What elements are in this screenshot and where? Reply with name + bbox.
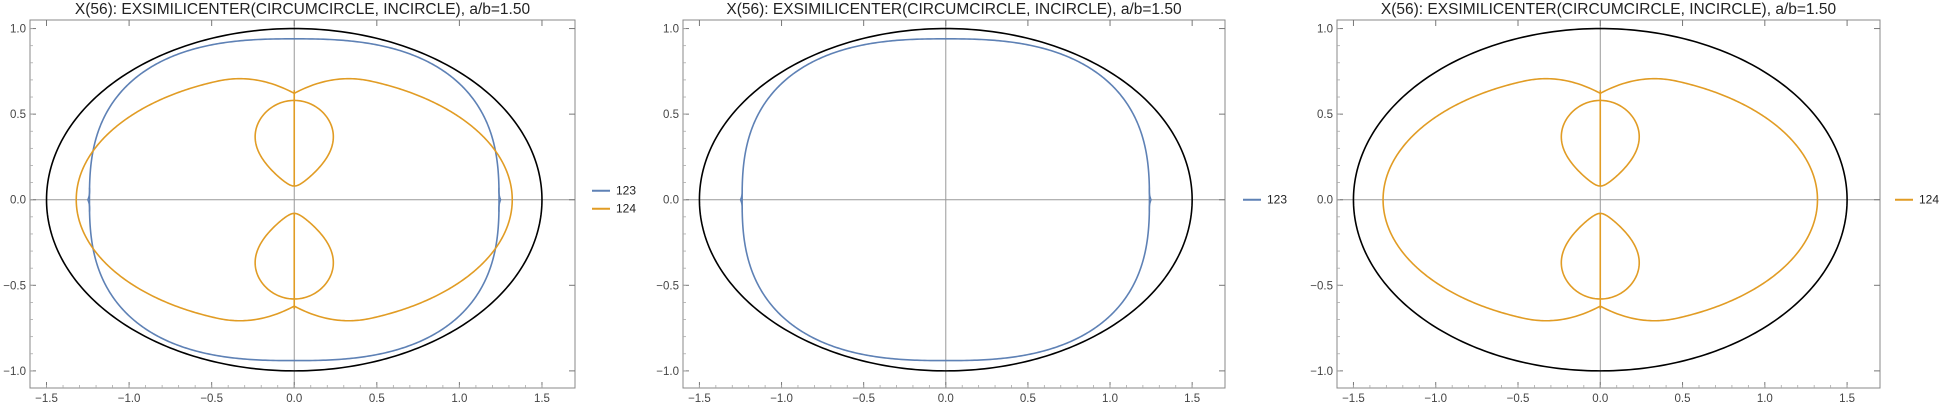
y-tick-label: 1.0 xyxy=(1317,24,1333,36)
x-tick-label: 1.0 xyxy=(1757,393,1773,405)
chart-title: X(56): EXSIMILICENTER(CIRCUMCIRCLE, INCI… xyxy=(1381,1,1837,18)
legend-label: 124 xyxy=(616,202,636,216)
legend-label: 123 xyxy=(1267,193,1287,207)
y-tick-label: 0.0 xyxy=(1317,195,1333,207)
series-lobe xyxy=(1560,212,1641,310)
x-tick-label: −1.0 xyxy=(1424,393,1447,405)
series-124 xyxy=(75,77,514,322)
x-tick-label: −0.5 xyxy=(200,393,223,405)
y-tick-label: 1.0 xyxy=(10,24,26,36)
x-tick-label: 0.5 xyxy=(1675,393,1691,405)
series-cusp xyxy=(87,187,91,212)
series-curve xyxy=(75,77,514,322)
y-tick-label: 0.5 xyxy=(1317,109,1333,121)
y-tick-label: −1.0 xyxy=(3,366,26,378)
series-cusp xyxy=(1148,187,1152,212)
series-124 xyxy=(1382,77,1819,322)
x-tick-label: 1.0 xyxy=(1102,393,1118,405)
y-tick-label: 0.0 xyxy=(663,195,679,207)
series-123 xyxy=(739,38,1152,362)
y-tick-label: −0.5 xyxy=(3,280,26,292)
y-tick-label: 0.5 xyxy=(663,109,679,121)
x-tick-label: 1.5 xyxy=(1839,393,1855,405)
legend-item-124: 124 xyxy=(1895,193,1939,207)
y-tick-label: −1.0 xyxy=(656,366,679,378)
legend-item-123: 123 xyxy=(592,184,636,198)
series-lobe xyxy=(254,212,335,310)
x-tick-label: 0.5 xyxy=(1020,393,1036,405)
x-tick-label: −1.0 xyxy=(770,393,793,405)
y-tick-label: −1.0 xyxy=(1310,366,1333,378)
x-tick-label: 1.5 xyxy=(1184,393,1200,405)
x-tick-label: 1.0 xyxy=(451,393,467,405)
y-tick-label: 0.5 xyxy=(10,109,26,121)
x-tick-label: −1.5 xyxy=(688,393,711,405)
chart-title: X(56): EXSIMILICENTER(CIRCUMCIRCLE, INCI… xyxy=(75,1,531,18)
legend-label: 124 xyxy=(1919,193,1939,207)
x-tick-label: 0.0 xyxy=(286,393,302,405)
plot-frame xyxy=(1336,19,1881,389)
chart-panel-1: X(56): EXSIMILICENTER(CIRCUMCIRCLE, INCI… xyxy=(3,1,636,405)
x-tick-label: 0.0 xyxy=(938,393,954,405)
chart-panel-2: X(56): EXSIMILICENTER(CIRCUMCIRCLE, INCI… xyxy=(656,1,1287,405)
reference-ellipse xyxy=(698,27,1193,372)
plot-frame xyxy=(29,19,576,389)
reference-ellipse xyxy=(1352,27,1848,372)
chart-title: X(56): EXSIMILICENTER(CIRCUMCIRCLE, INCI… xyxy=(726,1,1182,18)
series-123 xyxy=(87,38,502,362)
series-lobe xyxy=(254,90,335,187)
y-tick-label: 0.0 xyxy=(10,195,26,207)
y-tick-label: −0.5 xyxy=(656,280,679,292)
x-tick-label: 0.0 xyxy=(1592,393,1608,405)
x-tick-label: −1.0 xyxy=(118,393,141,405)
series-cusp xyxy=(498,187,502,212)
x-tick-label: 0.5 xyxy=(369,393,385,405)
y-tick-label: 1.0 xyxy=(663,24,679,36)
x-tick-label: −0.5 xyxy=(852,393,875,405)
legend-item-124: 124 xyxy=(592,202,636,216)
y-tick-label: −0.5 xyxy=(1310,280,1333,292)
x-tick-label: −0.5 xyxy=(1507,393,1530,405)
x-tick-label: 1.5 xyxy=(534,393,550,405)
legend-label: 123 xyxy=(616,184,636,198)
series-curve xyxy=(741,38,1151,362)
chart-panel-3: X(56): EXSIMILICENTER(CIRCUMCIRCLE, INCI… xyxy=(1310,1,1939,405)
legend-item-123: 123 xyxy=(1243,193,1287,207)
series-curve xyxy=(1382,77,1819,322)
series-cusp xyxy=(739,187,744,212)
x-tick-label: −1.5 xyxy=(35,393,58,405)
series-curve xyxy=(88,38,500,362)
plot-frame xyxy=(682,19,1226,389)
series-lobe xyxy=(1560,90,1641,187)
x-tick-label: −1.5 xyxy=(1342,393,1365,405)
reference-ellipse xyxy=(45,27,543,372)
